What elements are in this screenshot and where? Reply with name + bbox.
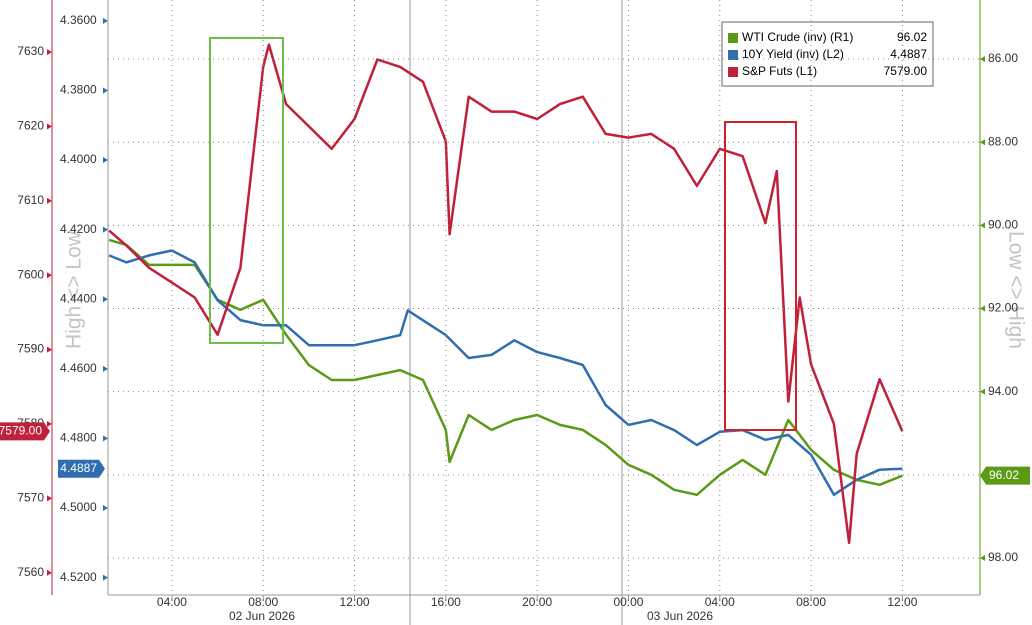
highlight-box [209, 37, 284, 344]
y2-tick-label: 86.00 [988, 51, 1018, 65]
y3-tick-label: 4.3600 [60, 13, 97, 27]
y2-tick-label: 98.00 [988, 550, 1018, 564]
y-tick [47, 495, 52, 502]
y2-tick-label: 92.00 [988, 301, 1018, 315]
y2-tick [980, 305, 985, 312]
last-value-tag [980, 466, 1030, 485]
y3-tick-label: 4.4800 [60, 431, 97, 445]
last-value-label: 96.02 [989, 468, 1019, 482]
x-tick-label: 08:00 [248, 595, 278, 609]
x-tick-label: 00:00 [613, 595, 643, 609]
y2-tick-label: 94.00 [988, 384, 1018, 398]
y-tick [47, 569, 52, 576]
y-tick [47, 197, 52, 204]
y-tick-label: 7560 [17, 565, 44, 579]
legend-swatch [728, 67, 738, 77]
y-tick-label: 7630 [17, 44, 44, 58]
x-tick-label: 12:00 [887, 595, 917, 609]
y2-tick-label: 90.00 [988, 218, 1018, 232]
y3-tick-label: 4.4400 [60, 291, 97, 305]
y-tick-label: 7600 [17, 267, 44, 281]
x-tick-label: 16:00 [431, 595, 461, 609]
x-tick-label: 08:00 [796, 595, 826, 609]
y3-tick [103, 226, 108, 233]
y3-tick [103, 157, 108, 164]
legend-label: WTI Crude (inv) (R1) [742, 30, 853, 44]
y3-tick [103, 17, 108, 24]
legend-value: 96.02 [897, 30, 927, 44]
y3-tick [103, 505, 108, 512]
y3-tick [103, 296, 108, 303]
date-label: 02 Jun 2026 [229, 609, 295, 623]
y2-tick [980, 139, 985, 146]
y2-tick [980, 56, 985, 63]
y3-tick [103, 435, 108, 442]
y3-tick-label: 4.4000 [60, 152, 97, 166]
date-label: 03 Jun 2026 [647, 609, 713, 623]
plot-area [108, 43, 904, 545]
legend [721, 21, 934, 87]
y-axis-label: High <> Low [63, 230, 86, 349]
y3-tick [103, 574, 108, 581]
y-tick-label: 7570 [17, 490, 44, 504]
y2-tick [980, 388, 985, 395]
y-tick [47, 420, 52, 427]
y2-tick [980, 222, 985, 229]
y-tick [47, 49, 52, 56]
last-value-tag [58, 459, 105, 478]
legend-swatch [728, 50, 738, 60]
y3-tick-label: 4.5200 [60, 570, 97, 584]
last-value-label: 7579.00 [0, 424, 42, 438]
y2-tick [980, 554, 985, 561]
legend-entries: WTI Crude (inv) (R1) 96.02 10Y Yield (inv)… [728, 30, 927, 78]
legend-swatch [728, 33, 738, 43]
x-tick-label: 20:00 [522, 595, 552, 609]
y-tick [47, 123, 52, 130]
legend-value: 4.4887 [890, 47, 927, 61]
y-tick-label: 7620 [17, 119, 44, 133]
y3-tick [103, 365, 108, 372]
y3-tick-label: 4.5000 [60, 500, 97, 514]
y3-tick-label: 4.3800 [60, 83, 97, 97]
y3-tick-label: 4.4600 [60, 361, 97, 375]
legend-value: 7579.00 [884, 64, 928, 78]
series-line [108, 43, 904, 545]
x-tick-label: 04:00 [157, 595, 187, 609]
legend-label: S&P Futs (L1) [742, 64, 817, 78]
y-tick-label: 7590 [17, 342, 44, 356]
last-value-label: 4.4887 [60, 461, 97, 475]
series-line [108, 238, 903, 497]
y-tick [47, 346, 52, 353]
x-tick-label: 04:00 [705, 595, 735, 609]
series-line [108, 249, 903, 497]
y-tick-label: 7610 [17, 193, 44, 207]
y-tick [47, 272, 52, 279]
y3-tick-label: 4.4200 [60, 222, 97, 236]
y3-tick [103, 87, 108, 94]
legend-label: 10Y Yield (inv) (L2) [742, 47, 844, 61]
y2-tick-label: 88.00 [988, 134, 1018, 148]
last-value-tag [0, 422, 50, 441]
x-tick-label: 12:00 [340, 595, 370, 609]
y2-axis-label: Low <> High [1004, 231, 1027, 349]
highlight-box [724, 121, 797, 431]
